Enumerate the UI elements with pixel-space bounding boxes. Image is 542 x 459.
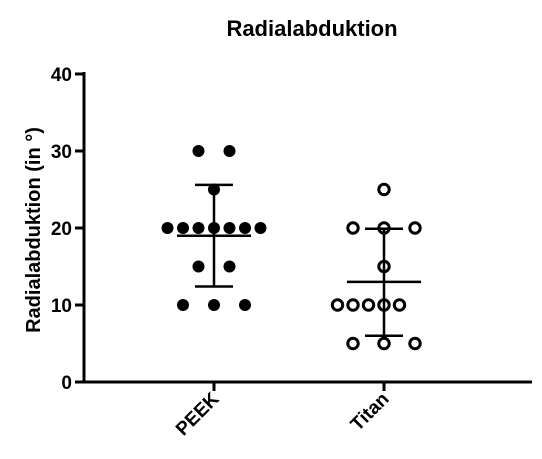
data-point (177, 222, 189, 234)
data-point (346, 221, 360, 235)
data-point (361, 298, 376, 312)
data-point (223, 260, 236, 273)
data-point (330, 298, 345, 312)
data-point (177, 299, 189, 311)
y-tick-label: 20 (51, 219, 72, 240)
chart-title: Radialabduktion (226, 16, 397, 41)
y-tick-label: 30 (51, 142, 72, 163)
y-tick-label: 40 (51, 65, 72, 86)
data-point (223, 145, 236, 157)
data-point (192, 145, 205, 157)
data-point (392, 298, 407, 312)
data-point (208, 299, 220, 311)
data-point (254, 222, 267, 234)
y-axis-label: Radialabduktion (in °) (23, 127, 45, 333)
data-point (346, 298, 360, 312)
axes: 0 10 20 30 40 PEEK Titan (51, 65, 532, 440)
data-point (346, 336, 360, 351)
data-point (161, 222, 174, 234)
data-point (377, 336, 391, 351)
y-tick-label: 0 (61, 373, 72, 394)
data-point (192, 222, 205, 234)
data-point (192, 260, 205, 273)
data-point (408, 336, 422, 351)
data-point (377, 182, 391, 197)
data-marks (161, 145, 422, 351)
data-point (408, 221, 422, 235)
data-point (239, 299, 251, 311)
x-category-label: Titan (347, 389, 394, 436)
y-tick-label: 10 (51, 296, 72, 317)
x-category-label: PEEK (172, 388, 224, 440)
data-point (223, 222, 236, 234)
data-point (239, 222, 251, 234)
